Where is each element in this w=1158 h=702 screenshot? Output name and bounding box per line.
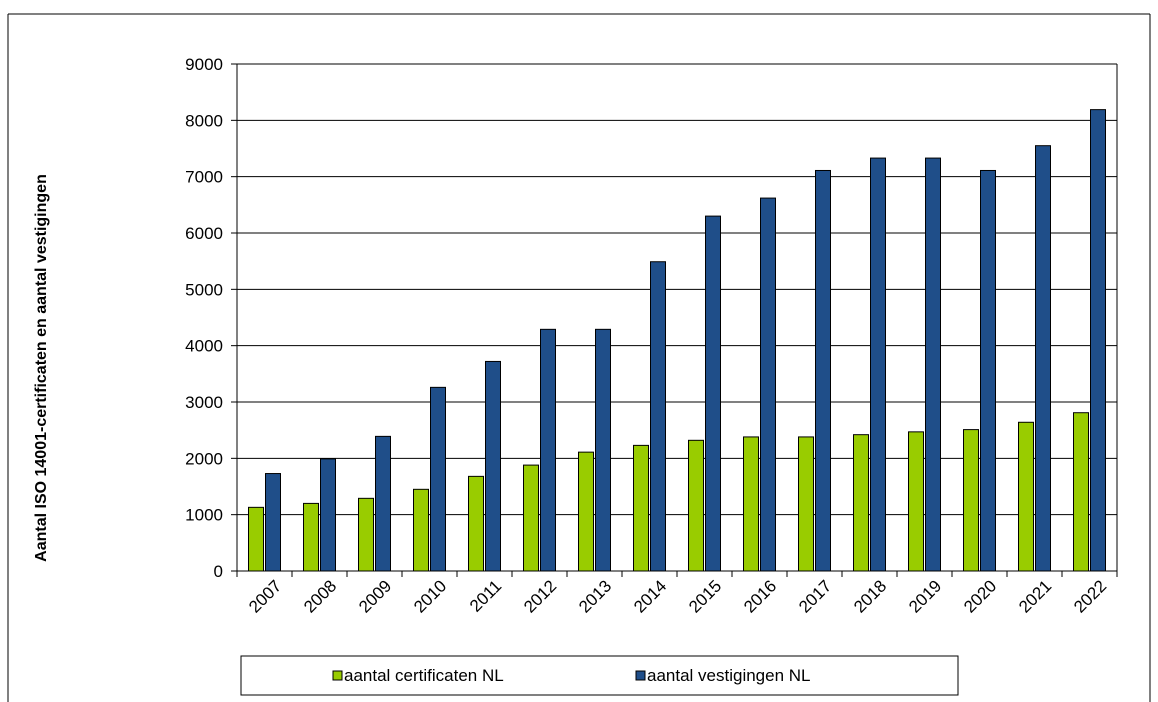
x-tick-label: 2014 xyxy=(630,576,670,616)
bar-vestigingen-2014 xyxy=(650,261,666,572)
y-tick-label: 5000 xyxy=(185,280,223,299)
x-tick-label: 2010 xyxy=(410,576,450,616)
bar-vestigingen-2012 xyxy=(540,328,556,572)
bar-certificaten-2012 xyxy=(523,464,539,572)
y-tick-label: 4000 xyxy=(185,337,223,356)
bar-vestigingen-2010 xyxy=(430,386,446,572)
y-tick-label: 7000 xyxy=(185,168,223,187)
bar-certificaten-2017 xyxy=(798,436,814,572)
bar-vestigingen-2016 xyxy=(760,197,776,572)
y-tick-label: 8000 xyxy=(185,111,223,130)
y-axis-label: Aantal ISO 14001-certificaten en aantal … xyxy=(33,174,50,562)
bar-vestigingen-2015 xyxy=(705,215,721,572)
bar-vestigingen-2017 xyxy=(815,169,831,572)
bar-certificaten-2016 xyxy=(743,436,759,572)
axes xyxy=(231,63,1118,577)
legend-swatch-certificaten xyxy=(332,670,343,681)
x-tick-label: 2007 xyxy=(245,576,285,616)
x-tick-label: 2012 xyxy=(520,576,560,616)
bar-certificaten-2019 xyxy=(908,431,924,572)
x-tick-label: 2020 xyxy=(960,576,1000,616)
bar-certificaten-2020 xyxy=(963,429,979,572)
bar-certificaten-2010 xyxy=(413,488,429,572)
legend-swatch-vestigingen xyxy=(635,670,646,681)
bars xyxy=(248,109,1106,572)
legend-label-certificaten: aantal certificaten NL xyxy=(344,666,504,685)
bar-certificaten-2011 xyxy=(468,475,484,572)
y-tick-label: 3000 xyxy=(185,393,223,412)
x-tick-label: 2017 xyxy=(795,576,835,616)
y-tick-label: 9000 xyxy=(185,55,223,74)
x-tick-label: 2016 xyxy=(740,576,780,616)
x-tick-label: 2022 xyxy=(1070,576,1110,616)
x-tick-label: 2009 xyxy=(355,576,395,616)
bar-certificaten-2021 xyxy=(1018,421,1034,572)
bar-certificaten-2022 xyxy=(1073,412,1089,572)
y-tick-label: 2000 xyxy=(185,449,223,468)
x-tick-label: 2011 xyxy=(466,576,505,615)
legend-box xyxy=(240,655,959,696)
x-tick-label: 2018 xyxy=(850,576,890,616)
bar-vestigingen-2020 xyxy=(980,169,996,572)
bar-vestigingen-2013 xyxy=(595,328,611,572)
bar-certificaten-2009 xyxy=(358,497,374,572)
x-tick-label: 2019 xyxy=(905,576,945,616)
bar-certificaten-2015 xyxy=(688,439,704,572)
legend: aantal certificaten NL aantal vestiginge… xyxy=(240,655,959,696)
bar-vestigingen-2022 xyxy=(1090,109,1106,572)
x-tick-label: 2008 xyxy=(300,576,340,616)
bar-vestigingen-2009 xyxy=(375,435,391,572)
bar-vestigingen-2008 xyxy=(320,458,336,572)
bar-certificaten-2013 xyxy=(578,451,594,572)
legend-label-vestigingen: aantal vestigingen NL xyxy=(647,666,811,685)
bar-vestigingen-2021 xyxy=(1035,145,1051,572)
bar-certificaten-2008 xyxy=(303,502,319,572)
bar-vestigingen-2019 xyxy=(925,157,941,572)
x-tick-label: 2021 xyxy=(1015,576,1055,616)
y-tick-label: 6000 xyxy=(185,224,223,243)
bar-certificaten-2018 xyxy=(853,434,869,572)
bar-certificaten-2014 xyxy=(633,444,649,572)
y-tick-labels: 0 1000 2000 3000 4000 5000 6000 7000 8000 9000 xyxy=(185,55,223,581)
bar-vestigingen-2007 xyxy=(265,473,281,572)
y-tick-label: 0 xyxy=(214,562,223,581)
bar-vestigingen-2011 xyxy=(485,360,501,572)
bar-certificaten-2007 xyxy=(248,506,264,572)
x-tick-label: 2015 xyxy=(685,576,725,616)
bar-vestigingen-2018 xyxy=(870,157,886,572)
x-tick-label: 2013 xyxy=(575,576,615,616)
x-tick-labels: 2007 2008 2009 2010 2011 2012 2013 2014 2015 2016… xyxy=(245,576,1110,616)
y-tick-label: 1000 xyxy=(185,506,223,525)
